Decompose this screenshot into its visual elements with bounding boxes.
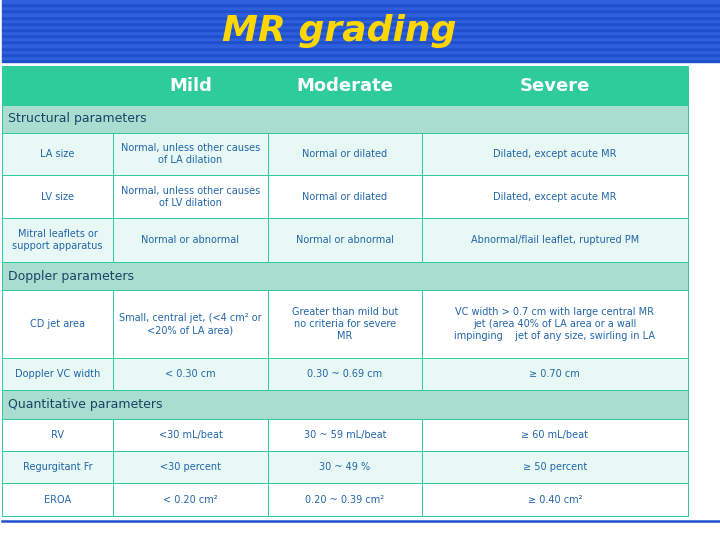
Text: Normal or abnormal: Normal or abnormal (141, 235, 240, 245)
Text: 0.30 ~ 0.69 cm: 0.30 ~ 0.69 cm (307, 369, 382, 379)
Text: Normal or dilated: Normal or dilated (302, 149, 387, 159)
Text: EROA: EROA (44, 495, 71, 504)
Bar (268, 176, 422, 218)
Bar (113, 358, 268, 390)
Text: VC width > 0.7 cm with large central MR
jet (area 40% of LA area or a wall
impin: VC width > 0.7 cm with large central MR … (454, 307, 655, 341)
Bar (2, 176, 113, 218)
Bar (2, 358, 113, 390)
Text: ≥ 60 mL/beat: ≥ 60 mL/beat (521, 430, 588, 440)
Bar (2, 40, 720, 44)
Bar (2, 12, 720, 16)
Bar (2, 34, 720, 37)
Bar (113, 483, 268, 516)
Text: <30 mL/beat: <30 mL/beat (158, 430, 222, 440)
Text: Doppler VC width: Doppler VC width (15, 369, 100, 379)
Text: Quantitative parameters: Quantitative parameters (8, 398, 162, 411)
Bar (422, 66, 688, 105)
Text: Mild: Mild (169, 77, 212, 94)
Bar (2, 66, 113, 105)
Bar (268, 451, 422, 483)
Bar (113, 451, 268, 483)
Bar (2, 262, 688, 290)
Bar (2, 483, 113, 516)
Bar (268, 418, 422, 451)
Bar (422, 176, 688, 218)
Text: MR grading: MR grading (222, 14, 456, 48)
Text: Normal, unless other causes
of LA dilation: Normal, unless other causes of LA dilati… (121, 143, 260, 165)
Text: ≥ 50 percent: ≥ 50 percent (523, 462, 587, 472)
Text: LA size: LA size (40, 149, 75, 159)
Bar (268, 358, 422, 390)
Bar (268, 290, 422, 358)
Text: ≥ 0.40 cm²: ≥ 0.40 cm² (528, 495, 582, 504)
Bar (422, 133, 688, 176)
Bar (2, 9, 720, 12)
Text: Moderate: Moderate (297, 77, 393, 94)
Text: Structural parameters: Structural parameters (8, 112, 146, 125)
Text: Doppler parameters: Doppler parameters (8, 269, 134, 282)
Bar (422, 358, 688, 390)
Text: Greater than mild but
no criteria for severe
MR: Greater than mild but no criteria for se… (292, 307, 398, 341)
Text: 30 ~ 49 %: 30 ~ 49 % (319, 462, 370, 472)
Bar (113, 218, 268, 262)
Text: ≥ 0.70 cm: ≥ 0.70 cm (529, 369, 580, 379)
Text: CD jet area: CD jet area (30, 319, 85, 329)
Text: 0.20 ~ 0.39 cm²: 0.20 ~ 0.39 cm² (305, 495, 384, 504)
Bar (113, 418, 268, 451)
Text: Abnormal/flail leaflet, ruptured PM: Abnormal/flail leaflet, ruptured PM (471, 235, 639, 245)
Bar (2, 16, 720, 18)
Bar (2, 290, 113, 358)
Bar (2, 18, 720, 22)
Bar (113, 290, 268, 358)
Bar (113, 66, 268, 105)
Text: < 0.20 cm²: < 0.20 cm² (163, 495, 217, 504)
Text: LV size: LV size (41, 192, 74, 201)
Bar (2, 56, 720, 59)
Bar (422, 451, 688, 483)
Bar (2, 31, 720, 34)
Bar (2, 3, 720, 6)
Bar (113, 176, 268, 218)
Bar (2, 53, 720, 56)
Bar (422, 483, 688, 516)
Bar (268, 483, 422, 516)
Bar (268, 218, 422, 262)
Bar (268, 66, 422, 105)
Bar (2, 390, 688, 418)
Bar (2, 218, 113, 262)
Bar (2, 0, 720, 3)
Bar (2, 418, 113, 451)
Text: Severe: Severe (520, 77, 590, 94)
Bar (2, 59, 720, 62)
Bar (2, 105, 688, 133)
Bar (422, 290, 688, 358)
Text: <30 percent: <30 percent (160, 462, 221, 472)
Bar (2, 43, 720, 46)
Bar (2, 451, 113, 483)
Bar (2, 37, 720, 40)
Text: Small, central jet, (<4 cm² or
<20% of LA area): Small, central jet, (<4 cm² or <20% of L… (120, 313, 262, 335)
Bar (2, 22, 720, 25)
Text: Normal, unless other causes
of LV dilation: Normal, unless other causes of LV dilati… (121, 186, 260, 207)
Text: Normal or dilated: Normal or dilated (302, 192, 387, 201)
Text: Normal or abnormal: Normal or abnormal (296, 235, 394, 245)
Bar (2, 50, 720, 53)
Text: Regurgitant Fr: Regurgitant Fr (23, 462, 92, 472)
Text: RV: RV (51, 430, 64, 440)
Text: 30 ~ 59 mL/beat: 30 ~ 59 mL/beat (304, 430, 386, 440)
Text: Dilated, except acute MR: Dilated, except acute MR (493, 149, 616, 159)
Text: Dilated, except acute MR: Dilated, except acute MR (493, 192, 616, 201)
Bar (2, 28, 720, 31)
Bar (422, 218, 688, 262)
Bar (2, 25, 720, 28)
Bar (2, 133, 113, 176)
Text: < 0.30 cm: < 0.30 cm (165, 369, 216, 379)
Bar (2, 46, 720, 50)
Bar (268, 133, 422, 176)
Text: Mitral leaflets or
support apparatus: Mitral leaflets or support apparatus (12, 229, 103, 251)
Bar (113, 133, 268, 176)
Bar (422, 418, 688, 451)
Bar (2, 6, 720, 9)
